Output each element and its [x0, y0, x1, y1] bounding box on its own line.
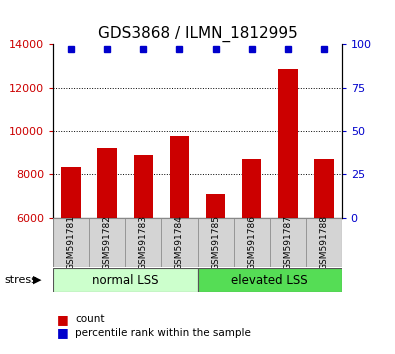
Bar — [134, 155, 153, 218]
Bar — [53, 218, 89, 267]
Text: GSM591788: GSM591788 — [319, 215, 328, 270]
Bar — [206, 194, 226, 218]
Text: GSM591786: GSM591786 — [247, 215, 256, 270]
Bar — [314, 159, 333, 218]
Bar — [89, 218, 126, 267]
Text: ▶: ▶ — [32, 275, 41, 285]
Text: normal LSS: normal LSS — [92, 274, 159, 286]
Bar — [242, 159, 261, 218]
Bar — [306, 218, 342, 267]
Bar — [198, 268, 342, 292]
Text: stress: stress — [4, 275, 37, 285]
Bar — [126, 218, 162, 267]
Text: ■: ■ — [57, 313, 69, 326]
Text: GSM591781: GSM591781 — [67, 215, 76, 270]
Text: GSM591785: GSM591785 — [211, 215, 220, 270]
Text: GSM591783: GSM591783 — [139, 215, 148, 270]
Bar — [162, 218, 198, 267]
Bar — [169, 136, 189, 218]
Bar — [198, 218, 233, 267]
Bar — [270, 218, 306, 267]
Text: ■: ■ — [57, 326, 69, 339]
Text: GSM591782: GSM591782 — [103, 215, 112, 270]
Bar — [62, 167, 81, 218]
Title: GDS3868 / ILMN_1812995: GDS3868 / ILMN_1812995 — [98, 25, 297, 41]
Bar — [53, 268, 198, 292]
Text: percentile rank within the sample: percentile rank within the sample — [75, 328, 251, 338]
Text: elevated LSS: elevated LSS — [231, 274, 308, 286]
Text: count: count — [75, 314, 105, 324]
Bar — [278, 69, 297, 218]
Bar — [98, 148, 117, 218]
Text: GSM591784: GSM591784 — [175, 215, 184, 270]
Text: GSM591787: GSM591787 — [283, 215, 292, 270]
Bar — [233, 218, 270, 267]
